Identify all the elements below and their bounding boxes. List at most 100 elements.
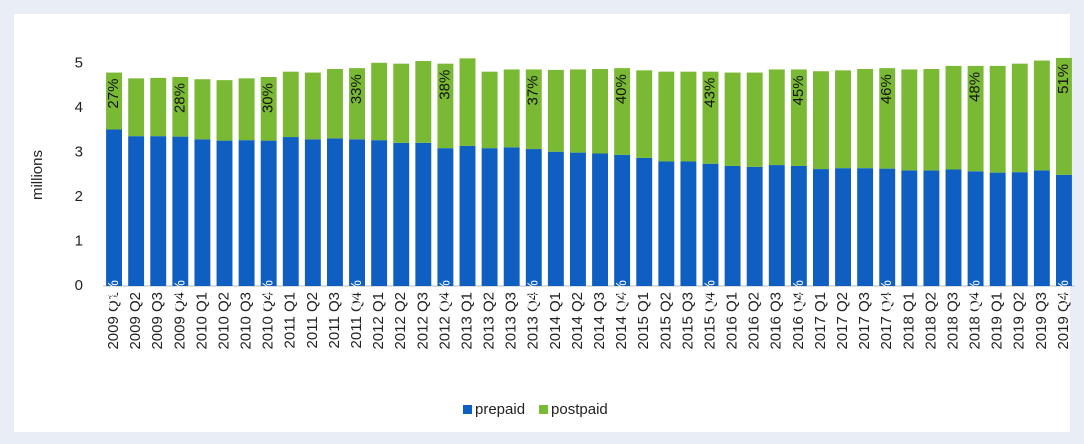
bar-segment (746, 166, 763, 286)
x-tick-label: 2011 Q3 (326, 292, 343, 348)
x-tick-label: 2010 Q3 (238, 292, 255, 350)
bar-segment (967, 65, 984, 172)
bar-segment (547, 69, 564, 152)
share-label: 72% (171, 280, 188, 310)
x-tick-label: 2012 Q3 (414, 292, 431, 350)
bar-segment (1033, 60, 1050, 171)
x-tick-label: 2010 Q1 (193, 292, 210, 350)
bar-segment (901, 69, 918, 171)
share-label: 48% (967, 72, 984, 102)
x-tick-label: 2015 Q2 (657, 292, 674, 350)
x-tick-label: 2010 Q4 (260, 292, 277, 350)
x-tick-label: 2019 Q3 (1033, 292, 1050, 350)
bar-segment (835, 168, 851, 286)
x-tick-label: 2016 Q2 (746, 292, 763, 350)
bar-segment (1011, 172, 1028, 286)
share-label: 28% (171, 83, 188, 113)
x-tick-label: 2016 Q1 (724, 292, 741, 350)
bar-segment (503, 69, 520, 148)
bar-segment (393, 63, 410, 143)
x-tick-label: 2018 Q4 (967, 292, 984, 350)
bar-segment (349, 139, 365, 286)
bar-segment (923, 69, 940, 171)
x-tick-label: 2013 Q1 (458, 292, 475, 350)
x-tick-label: 2014 Q4 (613, 292, 630, 350)
bar-segment (216, 140, 233, 286)
share-label: 62% (436, 280, 453, 310)
bar-segment (1033, 170, 1050, 286)
bar-segment (415, 142, 432, 286)
x-tick-label: 2009 Q3 (149, 292, 166, 350)
bar-segment (813, 71, 829, 170)
bar-segment (437, 148, 454, 286)
bar-segment (702, 163, 719, 286)
x-tick-label: 2011 Q1 (282, 292, 299, 348)
bar-segment (371, 62, 388, 141)
x-tick-label: 2019 Q2 (1011, 292, 1028, 350)
bar-segment (327, 138, 343, 286)
bar-segment (260, 77, 277, 141)
legend-label: postpaid (551, 401, 608, 418)
bar-segment (989, 172, 1006, 286)
bar-segment (658, 71, 675, 162)
bar-segment (702, 71, 719, 164)
bar-segment (879, 68, 896, 169)
bar-segment (790, 165, 807, 286)
bar-segment (172, 136, 189, 286)
share-label: 45% (790, 75, 807, 105)
bar-segment (282, 137, 299, 286)
bar-segment (680, 71, 697, 162)
x-tick-label: 2018 Q1 (900, 292, 917, 350)
bar-segment (327, 69, 343, 139)
bar-segment (415, 61, 432, 143)
bar-segment (724, 165, 741, 286)
share-label: 51% (1055, 64, 1072, 94)
x-tick-label: 2011 Q2 (304, 292, 321, 348)
bar-segment (459, 58, 476, 146)
bar-segment (989, 65, 1006, 173)
bar-segment (282, 71, 299, 138)
bar-segment (1011, 63, 1028, 173)
x-tick-label: 2017 Q1 (812, 292, 829, 350)
y-tick-label: 0 (75, 277, 83, 294)
bar-segment (570, 152, 586, 286)
bar-segment (260, 140, 277, 286)
bar-segment (945, 65, 962, 170)
share-label: 73% (105, 280, 122, 310)
bar-segment (680, 161, 697, 286)
bar-segment (1056, 174, 1072, 286)
bar-segment (304, 72, 321, 140)
x-tick-label: 2009 Q1 (105, 292, 122, 350)
bar-segment (768, 165, 785, 286)
y-tick-label: 4 (75, 99, 83, 116)
share-label: 57% (701, 280, 718, 310)
bar-segment (746, 72, 763, 167)
share-label: 70% (260, 280, 277, 310)
bar-segment (547, 151, 564, 286)
bar-segment (106, 72, 122, 130)
bar-segment (768, 69, 785, 166)
bar-segment (570, 69, 586, 153)
x-tick-label: 2019 Q1 (989, 292, 1006, 350)
bar-segment (194, 79, 211, 140)
bar-segment (525, 69, 542, 150)
bar-segment (967, 171, 984, 286)
y-tick-label: 1 (75, 233, 83, 250)
share-label: 54% (878, 280, 895, 310)
bar-segment (437, 63, 454, 149)
y-axis-label: millions (29, 150, 46, 200)
bar-segment (304, 139, 321, 286)
share-label: 27% (105, 79, 122, 109)
x-tick-label: 2013 Q3 (503, 292, 520, 350)
x-tick-label: 2014 Q2 (569, 292, 586, 350)
bar-segment (636, 157, 653, 286)
x-tick-label: 2019 Q4 (1055, 292, 1072, 350)
bar-segment (614, 68, 631, 155)
x-tick-label: 2017 Q2 (834, 292, 851, 350)
bar-segment (813, 169, 829, 286)
share-label: 55% (790, 280, 807, 310)
x-tick-label: 2014 Q1 (547, 292, 564, 350)
bar-segment (525, 149, 542, 286)
y-tick-label: 3 (75, 144, 83, 161)
